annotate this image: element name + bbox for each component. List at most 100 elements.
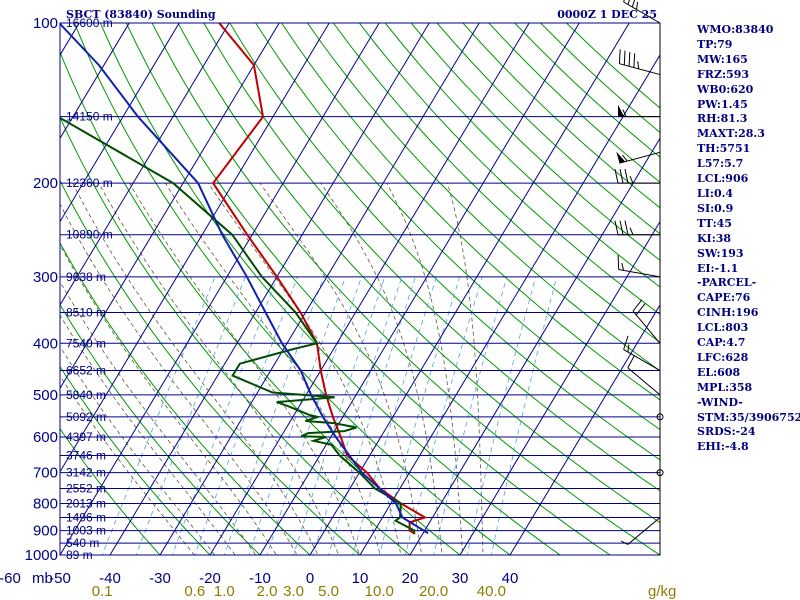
- index-item: CINH:196: [697, 306, 759, 320]
- index-item: EHI:-4.8: [697, 440, 749, 454]
- index-item: WMO:83840: [697, 23, 774, 36]
- pressure-tick-label: 1000: [25, 547, 58, 564]
- wind-barb-feather: [622, 109, 627, 117]
- moist-adiabat: [72, 182, 319, 555]
- wind-barb-staff: [618, 269, 661, 278]
- index-item: SW:193: [697, 246, 744, 260]
- pressure-tick-label: 900: [33, 523, 58, 540]
- isotherm: [309, 23, 630, 555]
- mixing-ratio-label: 5.0: [318, 583, 339, 600]
- wind-barb-feather: [614, 169, 619, 184]
- index-item: MAXT:28.3: [697, 127, 765, 141]
- height-label: 540 m: [66, 536, 99, 550]
- dry-adiabat: [125, 23, 611, 555]
- wind-barb: [617, 255, 661, 278]
- moist-adiabat: [60, 345, 216, 555]
- mixing-ratio-label: 10.0: [365, 583, 394, 600]
- mixing-ratio-line: [293, 276, 386, 555]
- isotherm: [60, 23, 230, 306]
- temperature-tick-label: -20: [199, 570, 221, 587]
- pressure-tick-label: 200: [33, 175, 58, 192]
- parcel-profile: [60, 23, 429, 535]
- dry-adiabat: [60, 303, 261, 555]
- wind-barb-feather: [636, 1, 639, 10]
- dewpoint-profile: [60, 116, 417, 535]
- wind-barb-feather: [631, 0, 636, 8]
- wind-barb: [623, 335, 661, 371]
- mixing-ratio-line: [378, 276, 461, 555]
- mixing-ratio-line: [466, 276, 537, 555]
- wind-barb-pennant: [618, 104, 624, 117]
- mixing-ratio-line: [194, 276, 298, 555]
- stability-indices-list: WMO:83840 TP:79 MW:165 FRZ:593 WB0:620 PW:1.4…: [697, 23, 800, 455]
- wind-barb-feather: [633, 53, 636, 68]
- calm-wind-marker: [656, 413, 664, 421]
- dry-adiabat: [281, 23, 660, 401]
- height-label: 6652 m: [66, 364, 106, 378]
- wind-barb: [618, 49, 661, 76]
- index-item: EI:-1.1: [697, 261, 739, 275]
- height-label: 5092 m: [66, 410, 106, 424]
- wind-barb-staff: [619, 63, 661, 76]
- chart-title: SBCT (83840) Sounding: [66, 8, 216, 21]
- pressure-tick-label: 600: [33, 429, 58, 446]
- dry-adiabat: [60, 116, 411, 555]
- isotherm: [0, 0, 44, 577]
- index-item: RH:81.3: [697, 112, 748, 126]
- dry-adiabat: [332, 23, 660, 344]
- moist-adiabat: [60, 375, 195, 555]
- index-item: TH:5751: [697, 142, 751, 156]
- wind-barb-feather: [629, 227, 634, 235]
- mixing-ratio-line: [171, 276, 279, 555]
- isotherm: [209, 23, 530, 555]
- index-item: L57:5.7: [697, 157, 744, 171]
- dry-adiabat: [60, 427, 161, 555]
- dry-adiabat: [60, 242, 311, 555]
- wind-barb-feather: [627, 344, 630, 353]
- dry-adiabat: [203, 23, 660, 492]
- dry-adiabat: [177, 23, 660, 524]
- height-label: 4397 m: [66, 430, 106, 444]
- isotherm: [60, 23, 280, 390]
- wind-barb-feather: [632, 299, 643, 312]
- dry-adiabat: [384, 23, 660, 288]
- height-label: 2552 m: [66, 482, 106, 496]
- isotherm: [60, 23, 180, 223]
- index-item: SRDS:-24: [697, 425, 756, 439]
- calm-wind-marker: [656, 469, 664, 477]
- mixing-ratio-line: [223, 276, 325, 555]
- wind-barb-feather: [619, 220, 624, 235]
- wind-barb-staff: [632, 310, 661, 344]
- wind-barb-feather: [629, 175, 634, 184]
- isotherm: [60, 23, 130, 140]
- mixing-ratio-line: [328, 276, 416, 555]
- index-item: FRZ:593: [697, 67, 750, 81]
- isotherm: [60, 23, 380, 555]
- mixing-ratio-line: [248, 276, 346, 555]
- index-item: PW:1.45: [697, 97, 748, 111]
- wind-barb-feather: [635, 303, 646, 316]
- mixing-ratio-line: [433, 276, 508, 555]
- height-label: 2013 m: [66, 496, 106, 510]
- wind-barb-feather: [637, 61, 640, 69]
- index-item: WB0:620: [697, 82, 754, 96]
- dry-adiabat: [307, 23, 660, 372]
- index-item: LCL:906: [697, 172, 749, 186]
- wind-barb-feather: [627, 354, 635, 369]
- temperature-tick-label: 20: [402, 570, 419, 587]
- mixing-ratio-line: [404, 276, 483, 555]
- wind-barb-feather: [624, 220, 629, 235]
- wind-barb-feather: [614, 220, 619, 235]
- index-item: CAP:4.7: [697, 336, 746, 350]
- mixing-ratio-label: 1.0: [214, 583, 235, 600]
- index-item: EL:608: [697, 365, 741, 379]
- wind-barb-feather: [624, 169, 629, 184]
- wind-barb-staff: [627, 517, 661, 545]
- wind-barb: [627, 354, 661, 396]
- temperature-tick-label: -10: [249, 570, 271, 587]
- moist-adiabat: [165, 182, 381, 555]
- index-item: LI:0.4: [697, 186, 734, 200]
- moist-adiabat: [447, 182, 484, 555]
- wind-barb-staff: [619, 151, 661, 164]
- index-item: MW:165: [697, 52, 748, 66]
